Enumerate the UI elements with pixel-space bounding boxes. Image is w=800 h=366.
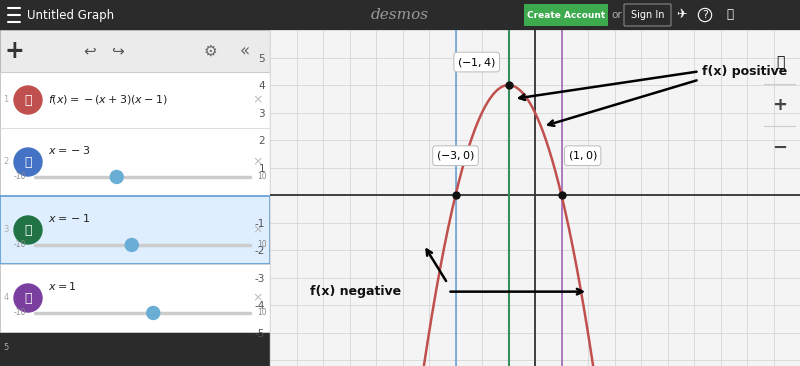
Text: ↩: ↩ xyxy=(84,44,96,59)
Text: -10: -10 xyxy=(14,172,26,182)
Text: f(x) negative: f(x) negative xyxy=(310,285,401,298)
Text: $f(x) = -(x + 3)(x - 1)$: $f(x) = -(x + 3)(x - 1)$ xyxy=(48,93,167,107)
Text: -10: -10 xyxy=(14,240,26,250)
Text: «: « xyxy=(240,42,250,60)
Text: 🌐: 🌐 xyxy=(726,8,734,22)
Text: −: − xyxy=(773,139,787,157)
Text: 1: 1 xyxy=(3,96,9,105)
Text: 3: 3 xyxy=(3,225,9,235)
Text: $x = -3$: $x = -3$ xyxy=(48,144,90,156)
Text: $(-3, 0)$: $(-3, 0)$ xyxy=(436,149,475,162)
Text: Create Account: Create Account xyxy=(527,11,605,19)
Text: $(-1, 4)$: $(-1, 4)$ xyxy=(458,56,496,68)
Text: or: or xyxy=(612,10,622,20)
Circle shape xyxy=(14,86,42,114)
Text: Untitled Graph: Untitled Graph xyxy=(27,8,114,22)
Text: 10: 10 xyxy=(257,172,267,182)
Circle shape xyxy=(110,171,123,183)
Text: ×: × xyxy=(253,156,263,168)
Circle shape xyxy=(146,306,160,320)
Circle shape xyxy=(14,284,42,312)
Text: $x = -1$: $x = -1$ xyxy=(48,212,90,224)
Text: 〜: 〜 xyxy=(24,224,32,236)
Text: 〜: 〜 xyxy=(24,93,32,107)
Text: desmos: desmos xyxy=(371,8,429,22)
Text: 🔧: 🔧 xyxy=(776,55,784,69)
Bar xyxy=(0,128,270,196)
Text: $(1, 0)$: $(1, 0)$ xyxy=(568,149,598,162)
Text: $x = 1$: $x = 1$ xyxy=(48,280,77,292)
Bar xyxy=(0,30,270,72)
Text: ?: ? xyxy=(702,10,708,20)
Text: 5: 5 xyxy=(3,343,9,351)
Text: 4: 4 xyxy=(3,294,9,303)
Text: ×: × xyxy=(253,224,263,236)
Text: 10: 10 xyxy=(257,240,267,250)
Text: f(x) positive: f(x) positive xyxy=(702,65,787,78)
Circle shape xyxy=(14,216,42,244)
Text: ⚙: ⚙ xyxy=(203,44,217,59)
Text: ×: × xyxy=(253,93,263,107)
Text: -10: -10 xyxy=(14,309,26,317)
Text: +: + xyxy=(773,96,787,114)
Circle shape xyxy=(14,148,42,176)
Text: 10: 10 xyxy=(257,309,267,317)
Text: +: + xyxy=(4,39,24,63)
Bar xyxy=(0,264,270,332)
Text: ×: × xyxy=(253,291,263,305)
Text: ↪: ↪ xyxy=(112,44,124,59)
Bar xyxy=(0,72,270,128)
Bar xyxy=(0,196,270,264)
Text: 〜: 〜 xyxy=(24,291,32,305)
FancyBboxPatch shape xyxy=(524,4,608,26)
Text: 〜: 〜 xyxy=(24,156,32,168)
Text: ✈: ✈ xyxy=(677,8,687,22)
Circle shape xyxy=(126,239,138,251)
Text: Sign In: Sign In xyxy=(630,10,664,20)
Text: 2: 2 xyxy=(3,157,9,167)
